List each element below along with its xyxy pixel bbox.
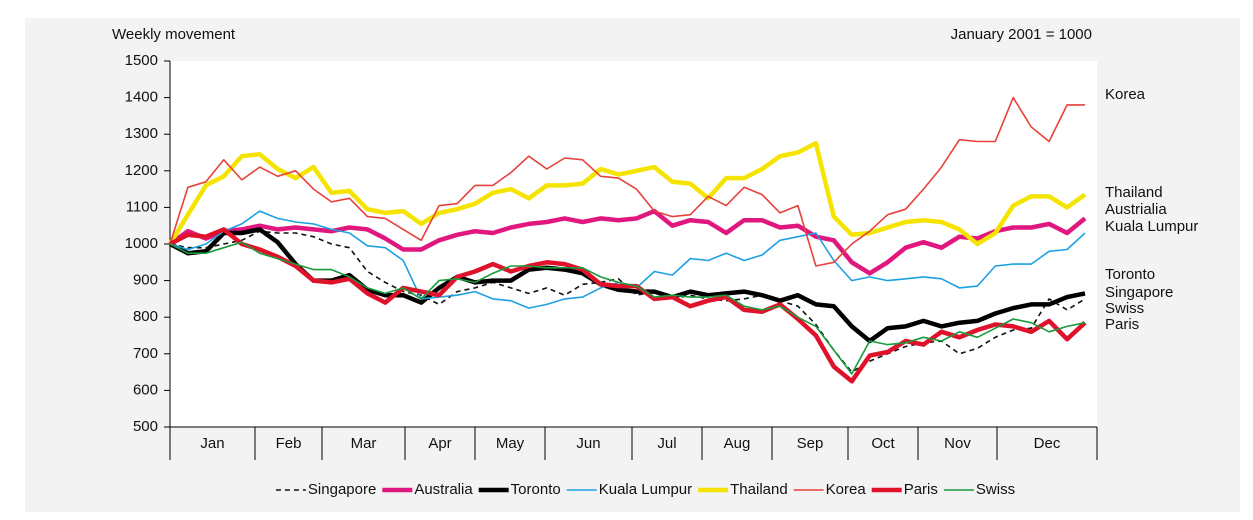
legend-label: Swiss (976, 481, 1015, 498)
end-label: Korea (1105, 86, 1146, 103)
series-line (169, 241, 1086, 375)
end-label: Kuala Lumpur (1105, 218, 1198, 235)
x-tick-label: Apr (428, 435, 451, 452)
end-label: Thailand (1105, 184, 1163, 201)
x-tick-label: Aug (724, 435, 751, 452)
y-tick-label: 600 (133, 381, 158, 398)
x-tick-label: Jun (576, 435, 600, 452)
legend-label: Singapore (308, 481, 376, 498)
legend-label: Paris (904, 481, 938, 498)
x-tick-label: Jan (200, 435, 224, 452)
y-tick-label: 500 (133, 418, 158, 435)
x-tick-label: Sep (797, 435, 824, 452)
x-tick-label: Jul (657, 435, 676, 452)
series-line (169, 96, 1085, 267)
chart-note: January 2001 = 1000 (951, 26, 1092, 43)
y-tick-label: 1000 (125, 235, 158, 252)
end-label: Singapore (1105, 284, 1173, 301)
x-tick-label: May (496, 435, 525, 452)
y-tick-label: 1400 (125, 89, 158, 106)
legend: Singapore Australia Toronto Kuala Lumpur Tha… (275, 481, 1015, 498)
x-tick-label: Nov (944, 435, 971, 452)
end-label: Paris (1105, 316, 1139, 333)
end-label: Austrialia (1105, 201, 1167, 218)
y-tick-label: 1100 (126, 198, 158, 215)
y-tick-label: 800 (133, 308, 158, 325)
legend-label: Australia (414, 481, 473, 498)
end-label: Toronto (1105, 266, 1155, 283)
legend-label: Thailand (730, 481, 788, 498)
plot-area (170, 61, 1097, 427)
end-label: Swiss (1105, 300, 1144, 317)
legend-label: Korea (826, 481, 867, 498)
x-tick-label: Dec (1034, 435, 1061, 452)
series-line (168, 208, 1087, 276)
x-tick-label: Mar (351, 435, 377, 452)
x-tick-label: Feb (276, 435, 302, 452)
y-tick-label: 1300 (125, 125, 158, 142)
y-tick-label: 900 (133, 272, 158, 289)
chart-title: Weekly movement (112, 26, 236, 43)
y-tick-label: 700 (133, 345, 158, 362)
series-line (168, 141, 1087, 247)
x-tick-label: Oct (871, 435, 895, 452)
y-tick-label: 1200 (125, 162, 158, 179)
series-line (168, 227, 1087, 384)
legend-label: Toronto (511, 481, 561, 498)
legend-label: Kuala Lumpur (599, 481, 692, 498)
y-tick-label: 1500 (125, 52, 158, 69)
